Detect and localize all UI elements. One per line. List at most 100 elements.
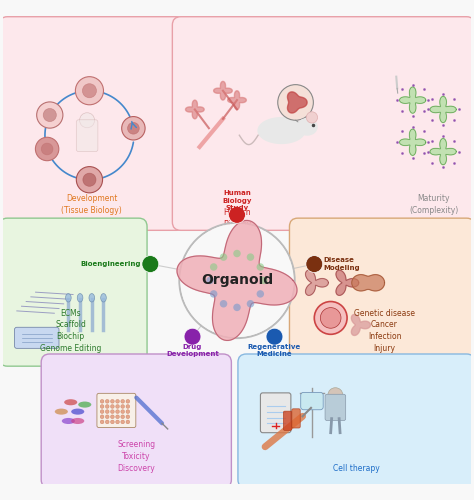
FancyBboxPatch shape: [301, 392, 323, 409]
FancyBboxPatch shape: [292, 409, 300, 428]
Circle shape: [306, 256, 323, 272]
Circle shape: [278, 84, 313, 120]
Circle shape: [83, 173, 96, 186]
Circle shape: [184, 328, 201, 345]
Ellipse shape: [89, 294, 95, 302]
Text: Regenerative
Medicine: Regenerative Medicine: [248, 344, 301, 358]
Text: Organoid: Organoid: [201, 274, 273, 287]
Circle shape: [121, 404, 125, 408]
Text: Maturity
(Complexity): Maturity (Complexity): [409, 194, 458, 215]
Circle shape: [228, 206, 246, 224]
Circle shape: [80, 112, 95, 128]
Polygon shape: [430, 138, 456, 164]
Polygon shape: [214, 82, 232, 100]
Text: Disease
Modeling: Disease Modeling: [324, 258, 360, 271]
Ellipse shape: [297, 118, 317, 135]
FancyBboxPatch shape: [173, 16, 474, 231]
Text: Human
Biology
Study: Human Biology Study: [223, 208, 251, 240]
Circle shape: [306, 112, 318, 123]
Circle shape: [247, 254, 254, 261]
Circle shape: [220, 300, 227, 308]
Ellipse shape: [71, 418, 84, 424]
Circle shape: [100, 415, 104, 418]
Circle shape: [220, 254, 227, 261]
Circle shape: [266, 328, 283, 345]
Polygon shape: [306, 270, 328, 295]
Text: Development
(Tissue Biology): Development (Tissue Biology): [62, 194, 122, 215]
Circle shape: [116, 420, 119, 424]
Circle shape: [121, 410, 125, 414]
Circle shape: [36, 102, 63, 128]
Circle shape: [128, 122, 139, 134]
Circle shape: [314, 302, 347, 334]
Circle shape: [116, 400, 119, 403]
Circle shape: [110, 420, 114, 424]
Circle shape: [105, 420, 109, 424]
Circle shape: [116, 404, 119, 408]
Circle shape: [116, 410, 119, 414]
Polygon shape: [228, 90, 246, 110]
Circle shape: [126, 420, 130, 424]
Circle shape: [233, 304, 241, 311]
FancyBboxPatch shape: [325, 394, 346, 420]
Ellipse shape: [258, 118, 305, 144]
FancyBboxPatch shape: [290, 218, 474, 366]
Text: Screening
Toxicity
Discovery: Screening Toxicity Discovery: [117, 440, 155, 472]
Polygon shape: [400, 129, 426, 156]
Ellipse shape: [71, 408, 84, 414]
FancyBboxPatch shape: [15, 328, 59, 348]
Circle shape: [126, 400, 130, 403]
Ellipse shape: [78, 402, 91, 407]
Circle shape: [247, 300, 254, 308]
FancyBboxPatch shape: [0, 218, 147, 366]
Circle shape: [210, 263, 218, 270]
Circle shape: [210, 290, 218, 298]
Circle shape: [233, 250, 241, 258]
Ellipse shape: [100, 294, 106, 302]
Ellipse shape: [65, 294, 71, 302]
Circle shape: [320, 308, 341, 328]
Circle shape: [126, 410, 130, 414]
Circle shape: [105, 404, 109, 408]
Circle shape: [100, 404, 104, 408]
Polygon shape: [336, 270, 359, 295]
FancyBboxPatch shape: [238, 354, 474, 488]
Circle shape: [256, 290, 264, 298]
Circle shape: [142, 256, 159, 272]
Circle shape: [36, 138, 59, 160]
Ellipse shape: [55, 408, 68, 414]
Circle shape: [121, 400, 125, 403]
Circle shape: [260, 276, 268, 284]
Text: ECMs
Scaffold
Biochip
Genome Editing: ECMs Scaffold Biochip Genome Editing: [40, 308, 101, 353]
Text: Bioengineering: Bioengineering: [81, 261, 141, 267]
Circle shape: [328, 388, 343, 402]
Polygon shape: [430, 96, 456, 122]
Circle shape: [116, 415, 119, 418]
FancyBboxPatch shape: [41, 354, 231, 488]
FancyBboxPatch shape: [0, 16, 184, 231]
Circle shape: [126, 404, 130, 408]
Circle shape: [76, 166, 102, 193]
Circle shape: [105, 400, 109, 403]
Polygon shape: [352, 274, 384, 291]
Circle shape: [110, 410, 114, 414]
Ellipse shape: [62, 418, 75, 424]
Circle shape: [105, 415, 109, 418]
FancyBboxPatch shape: [76, 120, 98, 152]
FancyBboxPatch shape: [97, 394, 136, 428]
Circle shape: [105, 410, 109, 414]
Ellipse shape: [64, 399, 77, 406]
Circle shape: [43, 108, 56, 122]
Polygon shape: [185, 100, 204, 119]
Circle shape: [75, 76, 103, 105]
FancyBboxPatch shape: [260, 393, 291, 432]
Polygon shape: [351, 314, 371, 336]
Text: Cell therapy: Cell therapy: [333, 464, 380, 472]
Circle shape: [121, 415, 125, 418]
Circle shape: [180, 224, 294, 337]
Polygon shape: [177, 220, 297, 340]
Circle shape: [121, 420, 125, 424]
Text: Genetic disease
Cancer
Infection
Injury: Genetic disease Cancer Infection Injury: [354, 308, 415, 353]
Circle shape: [41, 143, 53, 155]
Polygon shape: [288, 92, 307, 113]
